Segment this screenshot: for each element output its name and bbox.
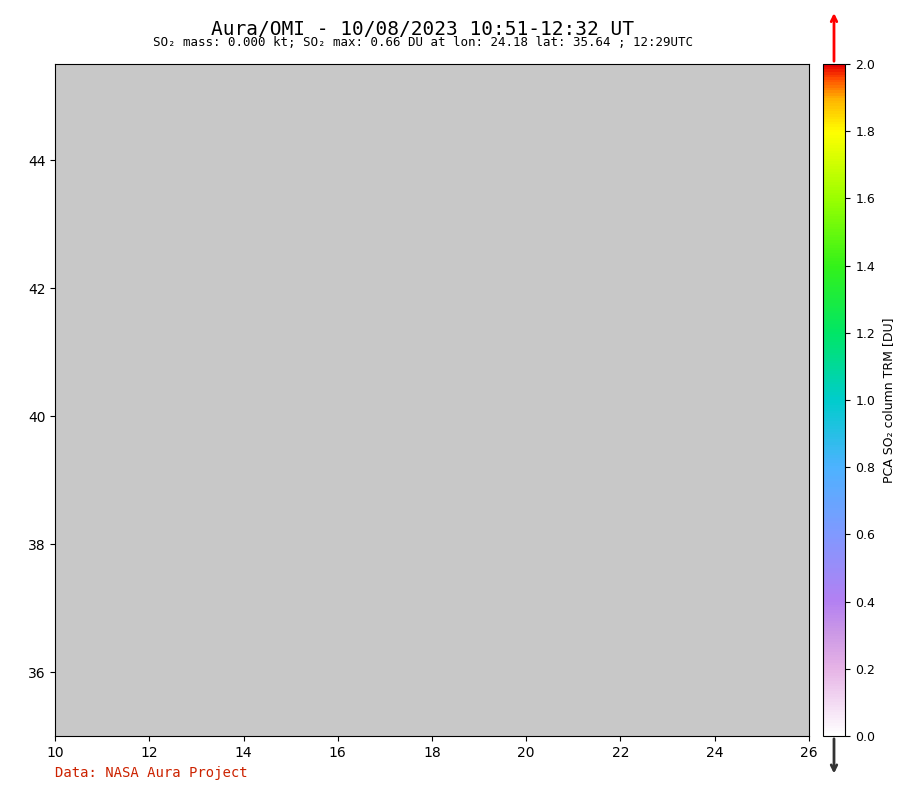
Y-axis label: PCA SO₂ column TRM [DU]: PCA SO₂ column TRM [DU]: [882, 318, 895, 482]
Text: SO₂ mass: 0.000 kt; SO₂ max: 0.66 DU at lon: 24.18 lat: 35.64 ; 12:29UTC: SO₂ mass: 0.000 kt; SO₂ max: 0.66 DU at …: [153, 36, 693, 49]
Text: Aura/OMI - 10/08/2023 10:51-12:32 UT: Aura/OMI - 10/08/2023 10:51-12:32 UT: [211, 20, 634, 39]
Text: Data: NASA Aura Project: Data: NASA Aura Project: [55, 766, 248, 780]
